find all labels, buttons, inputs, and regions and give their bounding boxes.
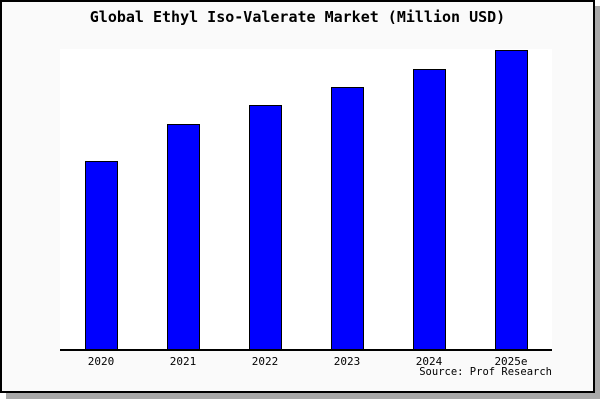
bar-2024	[413, 69, 446, 349]
x-tick-label-2023: 2023	[333, 355, 361, 368]
bar-2022	[249, 105, 282, 349]
x-tick-label-2021: 2021	[169, 355, 197, 368]
chart-frame: Global Ethyl Iso-Valerate Market (Millio…	[0, 0, 595, 393]
x-tick-label-2020: 2020	[87, 355, 115, 368]
bar-2023	[331, 87, 364, 349]
x-tick-label-2025e: 2025e	[494, 355, 528, 368]
x-tick-label-2022: 2022	[251, 355, 279, 368]
plot-area	[60, 49, 552, 351]
chart-title: Global Ethyl Iso-Valerate Market (Millio…	[89, 8, 506, 26]
bar-2021	[167, 124, 200, 349]
bar-2020	[85, 161, 118, 349]
x-tick-label-2024: 2024	[415, 355, 443, 368]
source-note: Source: Prof Research	[419, 366, 552, 378]
bar-2025e	[495, 50, 528, 349]
